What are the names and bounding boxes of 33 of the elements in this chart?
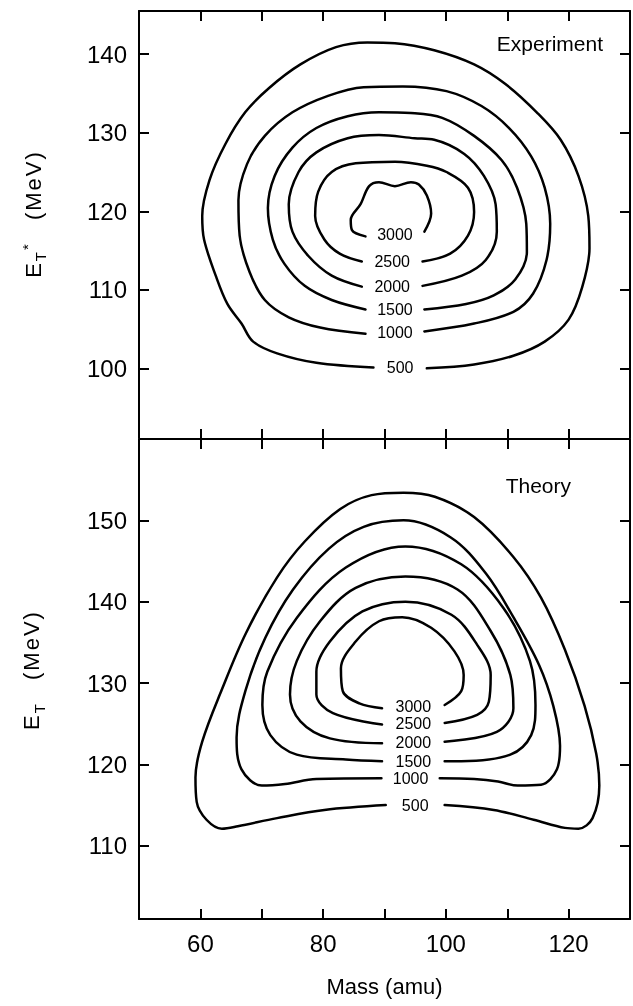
y-tick-label: 120	[86, 197, 127, 225]
text: Experiment	[496, 32, 604, 55]
series-label: 3000	[377, 225, 413, 243]
series-label: 2500	[374, 253, 411, 271]
series-label: 2000	[395, 733, 432, 751]
y-tick-label: 150	[86, 506, 127, 534]
y-tick-label: 130	[86, 669, 127, 697]
line-series	[235, 519, 562, 787]
series-label: 2500	[395, 715, 432, 733]
x-tick-label: 120	[548, 929, 589, 957]
series-label: 3000	[395, 698, 432, 716]
y-tick-label: 120	[86, 750, 127, 778]
y-tick-label: 130	[86, 119, 127, 147]
x-tick-label: 100	[425, 929, 466, 957]
y-tick-label: 140	[86, 588, 127, 616]
line-series	[237, 85, 552, 336]
series-label: 1500	[395, 752, 432, 770]
series-label: 2000	[374, 277, 411, 295]
x-tick-label: 60	[187, 929, 214, 957]
y-tick-label: 100	[86, 354, 127, 382]
x-tick-label: 80	[309, 929, 337, 957]
y-tick-label: 110	[88, 832, 127, 860]
line-series	[339, 615, 465, 710]
series-label: 1000	[377, 324, 413, 342]
series-label: 1500	[377, 300, 413, 318]
line-series	[349, 180, 433, 238]
x-axis-title: Mass (amu)	[326, 973, 443, 999]
series-label: 1000	[392, 769, 429, 787]
y-tick-label: 110	[88, 276, 127, 304]
y-tick-label: 140	[86, 40, 127, 68]
text: Theory	[505, 474, 572, 497]
series-label: 500	[386, 359, 414, 377]
series-label: 500	[401, 796, 429, 814]
